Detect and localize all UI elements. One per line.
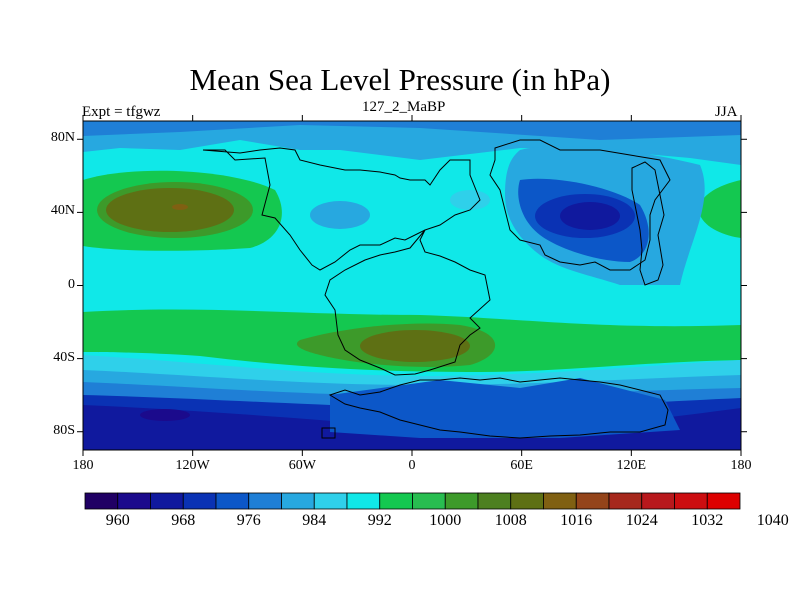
colorbar-swatch [706,492,741,510]
coast-island [321,427,336,439]
coast-eurasia [489,139,671,271]
colorbar-swatch [641,492,675,510]
coast-north-america [202,147,481,271]
field-npac-high-inner [106,188,234,232]
field-so-low [140,409,190,421]
colorbar-label: 1008 [494,512,527,529]
x-tick-label: 180 [72,458,94,473]
field-arctic-core [83,121,741,140]
coastlines [202,139,671,439]
colorbar-label: 984 [302,512,327,529]
colorbar-swatch [379,492,413,510]
colorbar-label: 1024 [625,512,658,529]
colorbar [84,492,741,510]
colorbar-label: 1040 [756,512,789,529]
colorbar-label: 1032 [691,512,724,529]
colorbar-swatch [215,492,250,510]
colorbar-label: 960 [105,512,130,529]
colorbar-swatch [313,492,348,510]
colorbar-swatch [281,492,315,510]
y-tick-label: 80S [53,422,75,438]
x-tick-label: 0 [408,458,416,473]
x-tick-label: 120W [175,458,210,473]
colorbar-label: 976 [236,512,261,529]
y-tick-label: 40S [53,349,75,365]
colorbar-swatch [346,492,381,510]
x-tick-label: 180 [730,458,752,473]
field-eur-low [450,190,490,210]
colorbar-swatch [608,492,643,510]
field-antarctica [330,378,680,438]
colorbar-swatch [84,492,119,510]
colorbar-swatch [575,492,610,510]
colorbar-swatch [117,492,151,510]
field-south-high-core [360,330,470,362]
colorbar-swatch [543,492,577,510]
tick-marks [77,115,747,456]
field-natl-high [698,180,741,238]
colorbar-swatch [248,492,282,510]
colorbar-swatch [412,492,446,510]
period-label: 127_2_MaBP [362,99,446,115]
x-tick-label: 60E [510,458,533,473]
colorbar-swatch [150,492,184,510]
x-tick-label: 120E [616,458,647,473]
y-tick-label: 40N [50,203,75,219]
field-atl-low [310,201,370,229]
colorbar-swatch [182,492,217,510]
colorbar-label: 1000 [429,512,462,529]
colorbar-swatch [674,492,708,510]
colorbar-swatch [510,492,544,510]
colorbar-label: 968 [171,512,196,529]
season-label: JJA [715,104,738,120]
pressure-field [83,121,741,450]
colorbar-label: 992 [367,512,392,529]
coast-antarctica [328,377,669,439]
colorbar-label: 1016 [560,512,593,529]
coast-east-asia [631,161,665,286]
experiment-label: Expt = tfgwz [82,104,161,120]
page-title: Mean Sea Level Pressure (in hPa) [189,62,611,97]
y-tick-label: 80N [50,130,75,146]
coast-africa-southamerica [324,229,491,376]
x-tick-label: 60W [288,458,316,473]
y-tick-label: 0 [68,276,75,292]
field-npac-high-peak [172,204,188,210]
colorbar-swatch [444,492,479,510]
colorbar-swatch [477,492,512,510]
field-asia-low-core [560,202,620,230]
